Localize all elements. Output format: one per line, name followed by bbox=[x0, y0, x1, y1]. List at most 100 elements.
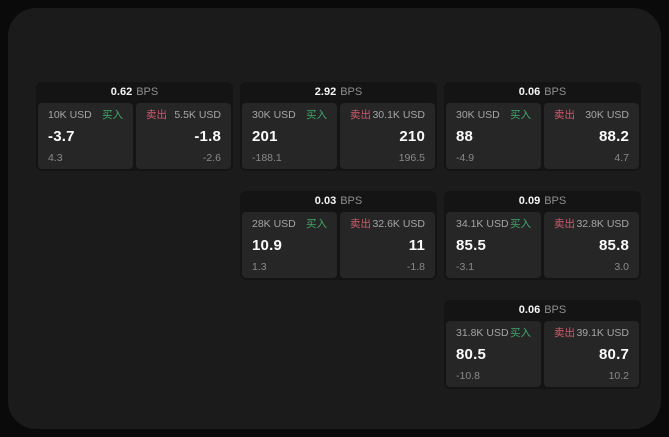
sell-top-row: 卖出 5.5K USD bbox=[146, 110, 221, 121]
buy-top-row: 34.1K USD 买入 bbox=[456, 219, 531, 230]
bps-value: 0.62 bbox=[110, 86, 133, 98]
buy-price: -3.7 bbox=[48, 128, 75, 145]
buy-label: 买入 bbox=[306, 218, 327, 230]
sell-amount: 30K USD bbox=[585, 109, 629, 121]
sell-top-row: 卖出 39.1K USD bbox=[554, 328, 629, 339]
quote-card: 0.06 BPS 30K USD 买入 88 -4.9 卖出 30K USD bbox=[444, 82, 641, 171]
bps-unit-label: BPS bbox=[544, 304, 567, 316]
sell-delta: 4.7 bbox=[614, 151, 629, 164]
bps-unit-label: BPS bbox=[544, 86, 567, 98]
bps-value: 0.06 bbox=[518, 86, 541, 98]
quote-card: 0.03 BPS 28K USD 买入 10.9 1.3 卖出 32.6K US… bbox=[240, 191, 437, 280]
quote-card: 0.06 BPS 31.8K USD 买入 80.5 -10.8 卖出 39.1… bbox=[444, 300, 641, 389]
quote-card-grid: 0.62 BPS 10K USD 买入 -3.7 4.3 卖出 5.5K USD bbox=[36, 82, 641, 389]
bps-unit-label: BPS bbox=[136, 86, 159, 98]
bps-header: 0.06 BPS bbox=[446, 300, 639, 321]
buy-delta: -4.9 bbox=[456, 151, 475, 164]
sell-label: 卖出 bbox=[554, 109, 575, 121]
sell-price: 85.8 bbox=[599, 237, 629, 254]
buy-amount: 30K USD bbox=[456, 109, 500, 121]
sell-top-row: 卖出 30K USD bbox=[554, 110, 629, 121]
sell-panel[interactable]: 卖出 5.5K USD -1.8 -2.6 bbox=[136, 103, 231, 169]
buy-price: 80.5 bbox=[456, 346, 486, 363]
buy-amount: 28K USD bbox=[252, 218, 296, 230]
bps-value: 0.09 bbox=[518, 195, 541, 207]
buy-panel[interactable]: 34.1K USD 买入 85.5 -3.1 bbox=[446, 212, 541, 278]
sell-panel[interactable]: 卖出 39.1K USD 80.7 10.2 bbox=[544, 321, 639, 387]
bps-header: 0.06 BPS bbox=[446, 82, 639, 103]
bps-header: 0.03 BPS bbox=[242, 191, 435, 212]
quote-card: 2.92 BPS 30K USD 买入 201 -188.1 卖出 30.1K … bbox=[240, 82, 437, 171]
sell-label: 卖出 bbox=[350, 109, 371, 121]
buy-label: 买入 bbox=[510, 327, 531, 339]
bps-value: 0.03 bbox=[314, 195, 337, 207]
sell-label: 卖出 bbox=[350, 218, 371, 230]
sell-price: 80.7 bbox=[599, 346, 629, 363]
buy-panel[interactable]: 31.8K USD 买入 80.5 -10.8 bbox=[446, 321, 541, 387]
buy-delta: -188.1 bbox=[252, 151, 282, 164]
buy-label: 买入 bbox=[510, 218, 531, 230]
sell-label: 卖出 bbox=[554, 218, 575, 230]
quote-card-body: 10K USD 买入 -3.7 4.3 卖出 5.5K USD -1.8 -2.… bbox=[38, 103, 231, 169]
buy-top-row: 30K USD 买入 bbox=[456, 110, 531, 121]
sell-panel[interactable]: 卖出 30.1K USD 210 196.5 bbox=[340, 103, 435, 169]
quote-card-body: 31.8K USD 买入 80.5 -10.8 卖出 39.1K USD 80.… bbox=[446, 321, 639, 387]
buy-amount: 10K USD bbox=[48, 109, 92, 121]
bps-unit-label: BPS bbox=[340, 86, 363, 98]
bps-header: 2.92 BPS bbox=[242, 82, 435, 103]
buy-amount: 31.8K USD bbox=[456, 327, 509, 339]
sell-delta: -2.6 bbox=[202, 151, 221, 164]
buy-delta: -10.8 bbox=[456, 369, 480, 382]
sell-top-row: 卖出 32.8K USD bbox=[554, 219, 629, 230]
quote-card-body: 30K USD 买入 201 -188.1 卖出 30.1K USD 210 1… bbox=[242, 103, 435, 169]
quote-card: 0.09 BPS 34.1K USD 买入 85.5 -3.1 卖出 32.8K… bbox=[444, 191, 641, 280]
sell-price: 210 bbox=[399, 128, 425, 145]
buy-price: 88 bbox=[456, 128, 474, 145]
buy-price: 10.9 bbox=[252, 237, 282, 254]
quote-card-body: 30K USD 买入 88 -4.9 卖出 30K USD 88.2 4.7 bbox=[446, 103, 639, 169]
buy-panel[interactable]: 30K USD 买入 201 -188.1 bbox=[242, 103, 337, 169]
quote-card: 0.62 BPS 10K USD 买入 -3.7 4.3 卖出 5.5K USD bbox=[36, 82, 233, 171]
buy-panel[interactable]: 28K USD 买入 10.9 1.3 bbox=[242, 212, 337, 278]
sell-label: 卖出 bbox=[146, 109, 167, 121]
buy-top-row: 31.8K USD 买入 bbox=[456, 328, 531, 339]
sell-amount: 30.1K USD bbox=[372, 109, 425, 121]
sell-panel[interactable]: 卖出 32.8K USD 85.8 3.0 bbox=[544, 212, 639, 278]
sell-price: -1.8 bbox=[194, 128, 221, 145]
buy-panel[interactable]: 30K USD 买入 88 -4.9 bbox=[446, 103, 541, 169]
sell-delta: 3.0 bbox=[614, 260, 629, 273]
bps-header: 0.09 BPS bbox=[446, 191, 639, 212]
sell-amount: 5.5K USD bbox=[174, 109, 221, 121]
buy-price: 85.5 bbox=[456, 237, 486, 254]
buy-price: 201 bbox=[252, 128, 278, 145]
quote-card-body: 28K USD 买入 10.9 1.3 卖出 32.6K USD 11 -1.8 bbox=[242, 212, 435, 278]
buy-delta: 1.3 bbox=[252, 260, 267, 273]
sell-panel[interactable]: 卖出 30K USD 88.2 4.7 bbox=[544, 103, 639, 169]
bps-value: 0.06 bbox=[518, 304, 541, 316]
buy-top-row: 28K USD 买入 bbox=[252, 219, 327, 230]
buy-amount: 30K USD bbox=[252, 109, 296, 121]
sell-top-row: 卖出 32.6K USD bbox=[350, 219, 425, 230]
sell-panel[interactable]: 卖出 32.6K USD 11 -1.8 bbox=[340, 212, 435, 278]
buy-delta: 4.3 bbox=[48, 151, 63, 164]
sell-delta: 196.5 bbox=[398, 151, 425, 164]
quotes-panel: 0.62 BPS 10K USD 买入 -3.7 4.3 卖出 5.5K USD bbox=[8, 8, 661, 429]
buy-label: 买入 bbox=[510, 109, 531, 121]
bps-header: 0.62 BPS bbox=[38, 82, 231, 103]
buy-top-row: 10K USD 买入 bbox=[48, 110, 123, 121]
bps-unit-label: BPS bbox=[340, 195, 363, 207]
buy-label: 买入 bbox=[102, 109, 123, 121]
sell-amount: 39.1K USD bbox=[576, 327, 629, 339]
buy-label: 买入 bbox=[306, 109, 327, 121]
sell-delta: -1.8 bbox=[406, 260, 425, 273]
sell-top-row: 卖出 30.1K USD bbox=[350, 110, 425, 121]
buy-top-row: 30K USD 买入 bbox=[252, 110, 327, 121]
sell-delta: 10.2 bbox=[608, 369, 629, 382]
buy-delta: -3.1 bbox=[456, 260, 475, 273]
sell-label: 卖出 bbox=[554, 327, 575, 339]
buy-amount: 34.1K USD bbox=[456, 218, 509, 230]
bps-unit-label: BPS bbox=[544, 195, 567, 207]
sell-amount: 32.8K USD bbox=[576, 218, 629, 230]
buy-panel[interactable]: 10K USD 买入 -3.7 4.3 bbox=[38, 103, 133, 169]
sell-price: 88.2 bbox=[599, 128, 629, 145]
